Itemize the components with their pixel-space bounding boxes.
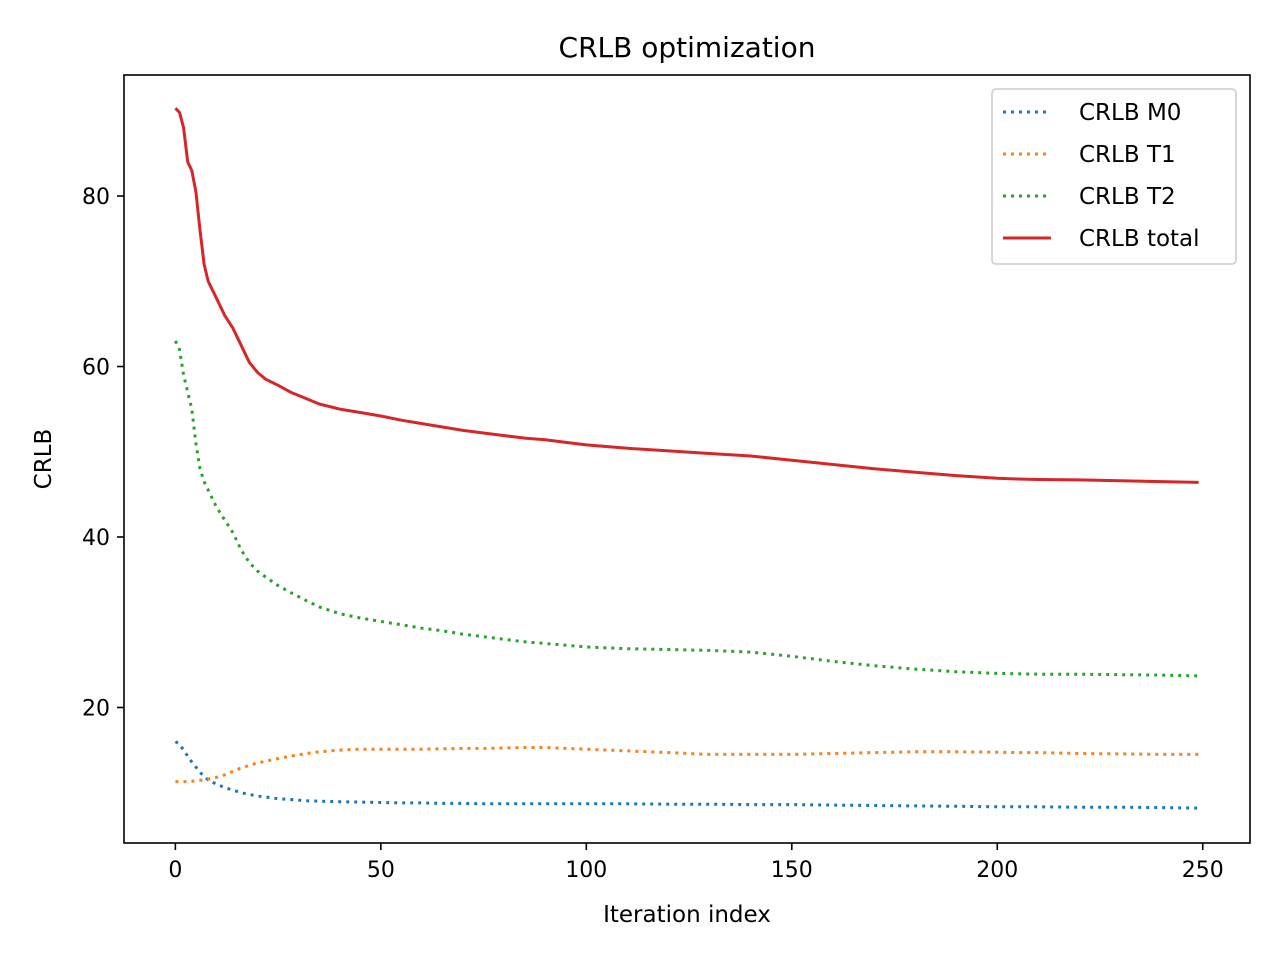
x-tick-label: 50 [367,858,395,883]
y-tick-label: 60 [82,356,110,381]
plot-frame [123,74,1251,844]
y-tick-label: 20 [82,696,110,721]
x-tick-label: 150 [771,858,813,883]
legend: CRLB M0 CRLB T1 CRLB T2 CRLB total [991,88,1237,265]
series-line-crlb-total [174,107,1199,484]
plot-lines [174,107,1199,810]
y-tick-label: 80 [82,185,110,210]
x-axis: 0 50 100 150 200 250 [168,843,1224,883]
y-axis: 20 40 60 80 [82,185,124,721]
legend-box [991,88,1237,265]
series-line-crlb-t2 [174,340,1199,678]
x-tick-label: 0 [168,858,182,883]
legend-label: CRLB M0 [1079,100,1181,126]
y-axis-label: CRLB [31,429,57,490]
x-tick-label: 250 [1182,858,1224,883]
series-line-crlb-t1 [175,746,1199,784]
x-tick-label: 200 [976,858,1018,883]
y-tick-label: 40 [82,526,110,551]
chart-title: CRLB optimization [559,31,816,64]
legend-label: CRLB T2 [1079,184,1176,210]
x-tick-label: 100 [565,858,607,883]
legend-label: CRLB T1 [1079,142,1176,168]
legend-label: CRLB total [1079,226,1200,252]
x-axis-label: Iteration index [603,902,771,928]
